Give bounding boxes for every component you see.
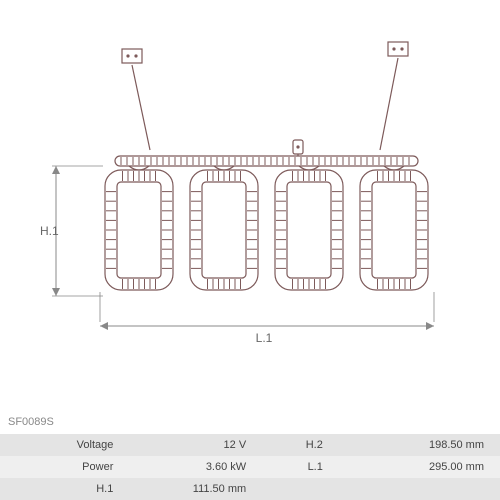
- svg-text:H.1: H.1: [40, 224, 59, 238]
- spec-label: Voltage: [0, 439, 123, 451]
- part-id: SF0089S: [0, 408, 500, 434]
- spec-row: Power3.60 kWL.1295.00 mm: [0, 456, 500, 478]
- svg-text:L.1: L.1: [256, 331, 273, 345]
- spec-value: 3.60 kW: [123, 461, 266, 473]
- spec-row: Voltage12 VH.2198.50 mm: [0, 434, 500, 456]
- spec-label: H.1: [0, 483, 123, 495]
- spec-value: 111.50 mm: [123, 483, 266, 495]
- spec-row: H.1111.50 mm: [0, 478, 500, 500]
- spec-label: Power: [0, 461, 123, 473]
- spec-value: 12 V: [123, 439, 266, 451]
- spec-value: 295.00 mm: [333, 461, 500, 473]
- spec-value: 198.50 mm: [333, 439, 500, 451]
- spec-label: H.2: [266, 439, 333, 451]
- spec-label: L.1: [266, 461, 333, 473]
